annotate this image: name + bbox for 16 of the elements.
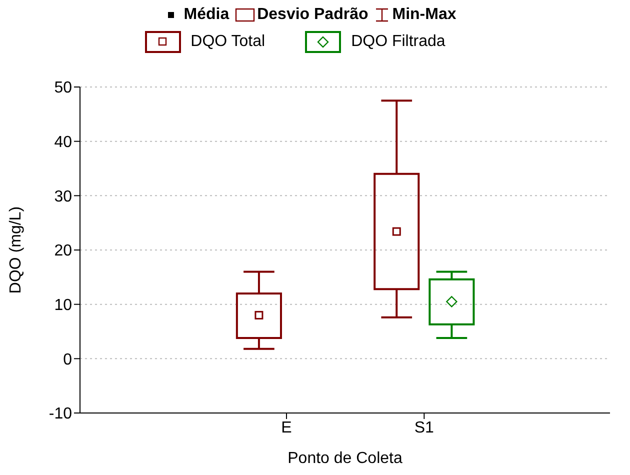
y-tick-label: 20 bbox=[54, 242, 72, 260]
legend-label: DQO Total bbox=[190, 33, 266, 51]
y-tick-label: 10 bbox=[54, 297, 72, 314]
y-tick-label: 50 bbox=[54, 80, 72, 97]
text: Média bbox=[184, 6, 230, 24]
x-tick-label: S1 bbox=[414, 419, 434, 436]
y-axis-title: DQO (mg/L) bbox=[8, 206, 25, 294]
y-tick-label: -10 bbox=[48, 406, 72, 423]
text: Min-Max bbox=[392, 6, 456, 24]
y-tick-label: 30 bbox=[54, 188, 72, 206]
y-tick-label: 40 bbox=[54, 134, 72, 152]
text: Desvio Padrão bbox=[257, 6, 368, 24]
x-tick-label: E bbox=[281, 419, 292, 436]
y-tick-label: 0 bbox=[63, 351, 72, 368]
x-axis-title: Ponto de Coleta bbox=[288, 450, 402, 467]
legend-label: DQO Filtrada bbox=[351, 33, 446, 51]
